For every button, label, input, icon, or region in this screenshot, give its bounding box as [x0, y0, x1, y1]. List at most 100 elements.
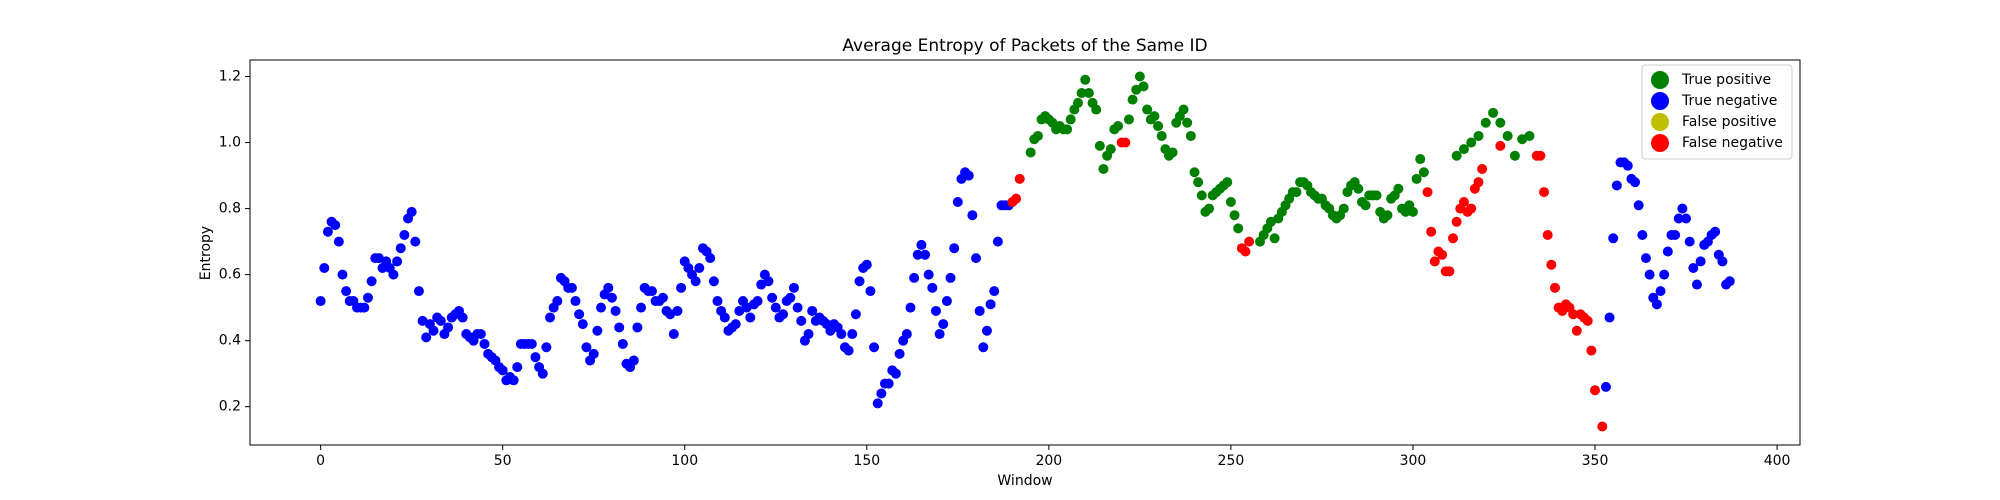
point — [1204, 203, 1215, 214]
point — [399, 230, 410, 240]
point — [636, 302, 647, 313]
y-tick-label: 0.8 — [219, 201, 241, 217]
point — [428, 325, 439, 336]
point — [796, 315, 807, 326]
point — [752, 296, 763, 307]
point — [1670, 230, 1681, 240]
point — [1229, 210, 1240, 221]
point — [872, 398, 883, 409]
point — [1681, 213, 1692, 224]
point — [1062, 124, 1073, 135]
point — [1535, 150, 1546, 161]
point — [1509, 150, 1520, 161]
point — [705, 253, 716, 264]
chart-title: Average Entropy of Packets of the Same I… — [842, 36, 1207, 56]
x-tick-label: 350 — [1582, 453, 1609, 469]
point — [1495, 117, 1506, 128]
point — [614, 322, 625, 333]
point — [1371, 190, 1382, 201]
point — [632, 322, 643, 333]
point — [1724, 276, 1735, 287]
point — [1640, 253, 1651, 264]
point — [1360, 200, 1371, 211]
point — [1691, 279, 1702, 290]
point — [1127, 94, 1138, 105]
point — [1622, 160, 1633, 171]
point — [1032, 130, 1043, 141]
point — [1098, 163, 1109, 174]
point — [930, 305, 941, 316]
point — [1142, 104, 1153, 115]
point — [869, 342, 880, 353]
point — [341, 286, 352, 297]
x-axis-label: Window — [997, 473, 1052, 489]
point — [778, 309, 789, 320]
point — [1477, 163, 1488, 174]
point — [366, 276, 377, 287]
point — [1488, 107, 1499, 118]
x-tick-label: 100 — [671, 453, 698, 469]
point — [1542, 230, 1553, 240]
point — [413, 286, 424, 297]
point — [719, 312, 730, 323]
point — [541, 342, 552, 353]
point — [1684, 236, 1695, 247]
x-tick-label: 50 — [494, 453, 512, 469]
point — [1178, 104, 1189, 115]
point — [1080, 74, 1091, 85]
point — [1582, 315, 1593, 326]
point — [850, 309, 861, 320]
point — [847, 329, 858, 340]
x-tick-label: 400 — [1764, 453, 1791, 469]
point — [865, 286, 876, 297]
x-tick-label: 200 — [1035, 453, 1062, 469]
point — [1353, 183, 1364, 194]
point — [1611, 180, 1622, 191]
point — [1338, 203, 1349, 214]
point — [566, 282, 577, 293]
point — [595, 302, 606, 313]
point — [1568, 309, 1579, 320]
point — [923, 269, 934, 280]
point — [1291, 187, 1302, 198]
point — [330, 220, 341, 231]
point — [395, 243, 406, 254]
point — [646, 286, 657, 297]
point — [1677, 203, 1688, 214]
point — [981, 325, 992, 336]
point — [1480, 117, 1491, 128]
point — [1458, 144, 1469, 155]
point — [1524, 130, 1535, 141]
point — [949, 243, 960, 254]
point — [938, 319, 949, 330]
point — [1444, 266, 1455, 277]
point — [1651, 299, 1662, 310]
point — [905, 302, 916, 313]
point — [537, 368, 548, 379]
y-axis-label: Entropy — [198, 226, 214, 280]
point — [920, 249, 931, 260]
point — [971, 253, 982, 264]
point — [1695, 256, 1706, 267]
point — [1196, 190, 1207, 201]
point — [1659, 269, 1670, 280]
point — [1437, 249, 1448, 260]
point — [1418, 167, 1429, 178]
point — [1608, 233, 1619, 244]
point — [934, 329, 945, 340]
y-tick-label: 0.6 — [219, 267, 241, 283]
point — [927, 282, 938, 293]
point — [978, 342, 989, 353]
point — [854, 276, 865, 287]
point — [610, 305, 621, 316]
point — [1644, 269, 1655, 280]
point — [803, 329, 814, 340]
point — [1571, 325, 1582, 336]
point — [1382, 210, 1393, 221]
point — [1466, 203, 1477, 214]
point — [1105, 144, 1116, 155]
legend-label: False positive — [1682, 114, 1777, 130]
point — [676, 282, 687, 293]
legend-box — [1641, 64, 1793, 160]
point — [512, 362, 523, 373]
